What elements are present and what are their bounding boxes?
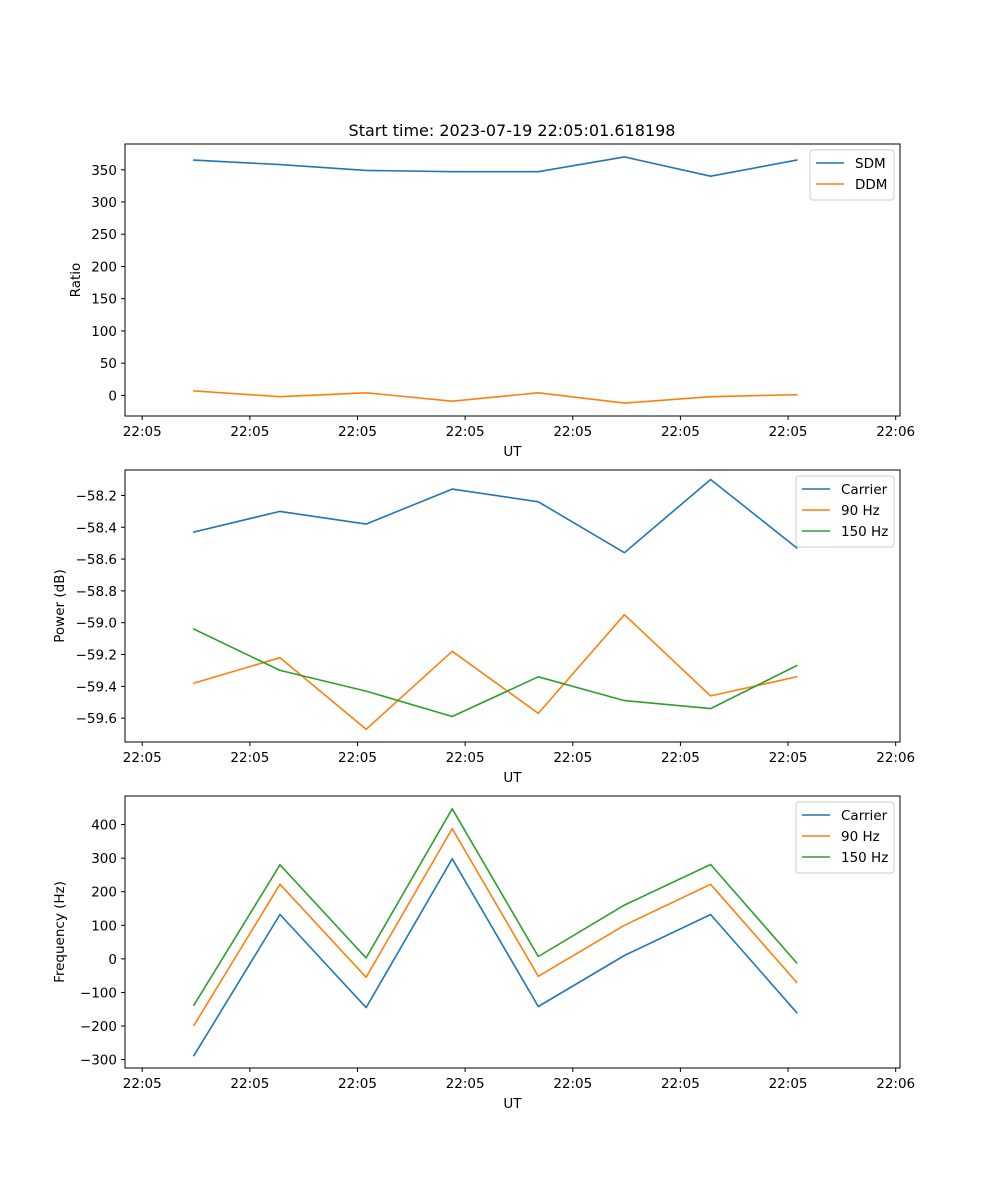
y-tick-label: 150 [91, 292, 117, 308]
y-tick-label: 300 [91, 851, 117, 867]
y-tick-label: −59.6 [76, 711, 117, 727]
x-tick-label: 22:05 [123, 750, 162, 766]
x-tick-label: 22:05 [553, 424, 592, 440]
x-tick-label: 22:05 [230, 750, 269, 766]
y-tick-label: −58.4 [76, 520, 117, 536]
x-tick-label: 22:05 [446, 1076, 485, 1092]
y-tick-label: −300 [80, 1053, 117, 1069]
y-axis-label: Power (dB) [52, 569, 68, 642]
x-tick-label: 22:05 [123, 1076, 162, 1092]
series-line-carrier [192, 478, 798, 554]
x-axis-label: UT [503, 1096, 522, 1112]
x-tick-label: 22:05 [769, 1076, 808, 1092]
y-tick-label: −58.6 [76, 552, 117, 568]
series-line-150-hz [192, 807, 798, 1007]
x-tick-label: 22:05 [123, 424, 162, 440]
legend-label: Carrier [841, 482, 888, 498]
axes-frame [124, 469, 901, 743]
y-tick-label: −58.8 [76, 584, 117, 600]
y-tick-label: 250 [91, 227, 117, 243]
y-tick-label: −58.2 [76, 488, 117, 504]
y-axis-label: Ratio [68, 263, 84, 298]
x-tick-label: 22:05 [661, 1076, 700, 1092]
legend-label: Carrier [841, 808, 888, 824]
subplot-2: 22:05 22:05 22:05 22:05 22:05 22:05 22:05 22:06… [52, 469, 915, 786]
y-tick-label: 300 [91, 195, 117, 211]
legend-label: SDM [855, 156, 886, 172]
y-tick-label: 0 [108, 952, 117, 968]
legend-label: 90 Hz [841, 503, 880, 519]
legend: Carrier 90 Hz 150 Hz [795, 475, 895, 548]
x-tick-label: 22:05 [230, 1076, 269, 1092]
x-tick-label: 22:05 [553, 1076, 592, 1092]
series-line-150-hz [192, 628, 798, 718]
y-tick-label: −200 [80, 1019, 117, 1035]
legend-box [795, 475, 895, 548]
y-tick-label: −59.4 [76, 679, 117, 695]
x-tick-label: 22:05 [446, 424, 485, 440]
x-tick-label: 22:05 [769, 424, 808, 440]
legend-label: 150 Hz [841, 850, 888, 866]
y-tick-label: −59.0 [76, 616, 117, 632]
y-axis-label: Frequency (Hz) [52, 881, 68, 983]
series-line-90-hz [192, 827, 798, 1027]
x-tick-label: 22:05 [661, 424, 700, 440]
subplot-3: 22:05 22:05 22:05 22:05 22:05 22:05 22:05 22:06… [52, 795, 915, 1112]
series-line-ddm [193, 390, 798, 404]
y-tick-label: 400 [91, 818, 117, 834]
y-tick-label: 200 [91, 885, 117, 901]
legend-label: 150 Hz [841, 524, 888, 540]
x-tick-label: 22:06 [876, 424, 915, 440]
legend: Carrier 90 Hz 150 Hz [795, 801, 895, 874]
y-tick-label: 50 [100, 356, 117, 372]
x-tick-label: 22:05 [446, 750, 485, 766]
x-tick-label: 22:05 [338, 750, 377, 766]
y-tick-label: −59.2 [76, 648, 117, 664]
series-line-90-hz [192, 613, 798, 731]
legend: SDM DDM [809, 149, 895, 201]
y-tick-label: −100 [80, 985, 117, 1001]
x-tick-label: 22:05 [661, 750, 700, 766]
x-tick-label: 22:05 [230, 424, 269, 440]
y-tick-label: 0 [108, 388, 117, 404]
subplot-1: 22:05 22:05 22:05 22:05 22:05 22:05 22:05 22:06… [68, 143, 915, 460]
y-tick-label: 100 [91, 324, 117, 340]
chart-title: Start time: 2023-07-19 22:05:01.618198 [349, 121, 676, 140]
x-tick-label: 22:05 [553, 750, 592, 766]
legend-label: DDM [855, 177, 887, 193]
axes-frame [124, 143, 901, 417]
series-line-sdm [193, 156, 798, 177]
legend-label: 90 Hz [841, 829, 880, 845]
series-line-carrier [192, 857, 798, 1057]
y-tick-label: 100 [91, 918, 117, 934]
x-tick-label: 22:05 [338, 1076, 377, 1092]
x-axis-label: UT [503, 444, 522, 460]
y-tick-label: 200 [91, 259, 117, 275]
x-tick-label: 22:05 [769, 750, 808, 766]
axes-frame [124, 795, 901, 1069]
x-tick-label: 22:05 [338, 424, 377, 440]
x-axis-label: UT [503, 770, 522, 786]
y-tick-label: 350 [91, 163, 117, 179]
x-tick-label: 22:06 [876, 750, 915, 766]
legend-box [795, 801, 895, 874]
x-tick-label: 22:06 [876, 1076, 915, 1092]
